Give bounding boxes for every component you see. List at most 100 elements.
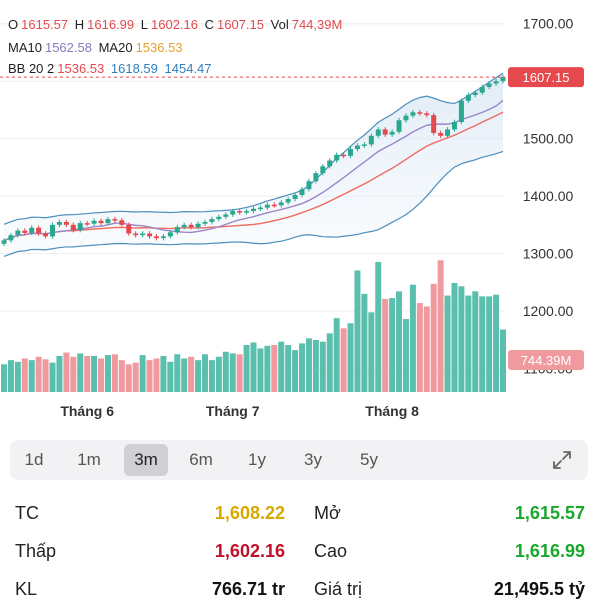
volume-bar: [402, 319, 409, 392]
bb-upper-line: [3, 72, 504, 225]
open-stat-label: Mở: [314, 503, 341, 523]
volume-bar: [215, 356, 222, 392]
volume-bar: [368, 312, 375, 392]
y-tick-label: 1500.00: [523, 131, 574, 147]
range-tab-3m[interactable]: 3m: [124, 444, 168, 476]
y-tick-label: 1200.00: [523, 303, 574, 319]
range-tab-3y[interactable]: 3y: [304, 450, 322, 469]
candle-body: [264, 204, 270, 208]
candle-body: [458, 100, 464, 123]
candle-body: [153, 236, 159, 239]
last-volume-label: 744.39M: [521, 353, 572, 368]
open-label: O: [8, 17, 19, 32]
candle-body: [22, 230, 28, 233]
high-label: H: [74, 17, 85, 32]
last-volume-tag: 744.39M: [508, 350, 584, 370]
close-value: 1607.15: [217, 17, 265, 32]
volume-bar: [326, 333, 333, 392]
range-tab-5y[interactable]: 5y: [360, 450, 378, 469]
ma20-label: MA20: [98, 40, 133, 55]
candle-body: [126, 224, 132, 234]
candle-body: [36, 227, 42, 234]
volume-bar: [111, 354, 118, 392]
volume-bar: [63, 352, 70, 392]
volume-bar: [409, 284, 416, 392]
bb-lower-value: 1454.47: [164, 61, 212, 76]
volume-bar: [479, 296, 486, 392]
candle-body: [354, 145, 360, 150]
candle-body: [271, 204, 277, 207]
candle-body: [410, 112, 416, 116]
high-stat-value: 1,616.99: [514, 541, 585, 561]
candle-body: [472, 92, 478, 95]
volume-bar: [1, 364, 7, 392]
open-stat-value: 1,615.57: [514, 503, 585, 523]
range-tab-6m[interactable]: 6m: [189, 450, 213, 469]
kl-label: KL: [15, 579, 38, 599]
volume-bar: [486, 296, 493, 392]
volume-bar: [416, 303, 423, 392]
bb-fill: [4, 73, 503, 257]
volume-bar: [195, 360, 202, 392]
volume-bar: [42, 359, 49, 392]
candle-body: [479, 86, 485, 93]
candle-body: [202, 221, 208, 224]
volume-bar: [389, 298, 396, 392]
volume-bar: [132, 362, 139, 392]
volume-bar: [382, 298, 389, 392]
candle-body: [15, 230, 21, 236]
volume-bar: [264, 345, 271, 392]
volume-bar: [451, 282, 458, 392]
candle-body: [119, 220, 125, 225]
bb-mid-value: 1536.53: [57, 61, 105, 76]
candle-body: [382, 129, 388, 135]
x-tick-label: Tháng 6: [60, 403, 114, 419]
volume-bar: [472, 291, 479, 392]
candle-body: [174, 227, 180, 233]
volume-bar: [125, 364, 132, 392]
last-price-tag: 1607.15: [508, 67, 584, 88]
candle-body: [486, 83, 492, 87]
volume-bar: [319, 341, 326, 392]
range-tab-1m[interactable]: 1m: [77, 450, 101, 469]
tc-value: 1,608.22: [214, 503, 285, 523]
volume-bar: [437, 260, 444, 392]
bb-readout: BB 20 2 1536.53 1618.59 1454.47: [8, 61, 215, 76]
volume-bar: [243, 345, 250, 392]
range-tab-1d[interactable]: 1d: [24, 450, 44, 469]
candle-body: [306, 181, 312, 190]
price-chart[interactable]: 1700.001600.001500.001400.001300.001200.…: [0, 0, 600, 430]
candle-body: [389, 131, 395, 135]
volume-bar: [77, 353, 84, 392]
candle-body: [77, 223, 83, 231]
bollinger-bands: [3, 72, 504, 258]
volume-bar: [271, 345, 278, 392]
candle-body: [56, 221, 62, 225]
moving-averages: [3, 99, 504, 242]
volume-label: Vol: [270, 17, 289, 32]
volume-bar: [333, 318, 340, 392]
candle-body: [278, 202, 284, 206]
candle-body: [465, 94, 471, 101]
x-axis: Tháng 6 Tháng 7 Tháng 8: [60, 403, 419, 419]
candle-body: [285, 199, 291, 203]
candle-body: [244, 211, 250, 213]
close-label: C: [204, 17, 215, 32]
volume-bar: [98, 358, 105, 392]
expand-icon[interactable]: [550, 448, 574, 472]
x-tick-label: Tháng 8: [365, 403, 419, 419]
low-value: 1602.16: [151, 17, 198, 32]
ma20-line: [3, 111, 504, 242]
range-tab-1y[interactable]: 1y: [248, 450, 266, 469]
volume-bar: [396, 291, 403, 392]
candle-body: [209, 219, 215, 222]
volume-bar: [493, 294, 500, 392]
volume-bar: [458, 286, 465, 392]
volume-bar: [139, 355, 146, 392]
volume-bar: [222, 351, 229, 392]
candle-body: [43, 233, 49, 237]
x-tick-label: Tháng 7: [206, 403, 260, 419]
low-stat-value: 1,602.16: [214, 541, 285, 561]
volume-bar: [146, 360, 153, 392]
candle-body: [216, 216, 222, 220]
